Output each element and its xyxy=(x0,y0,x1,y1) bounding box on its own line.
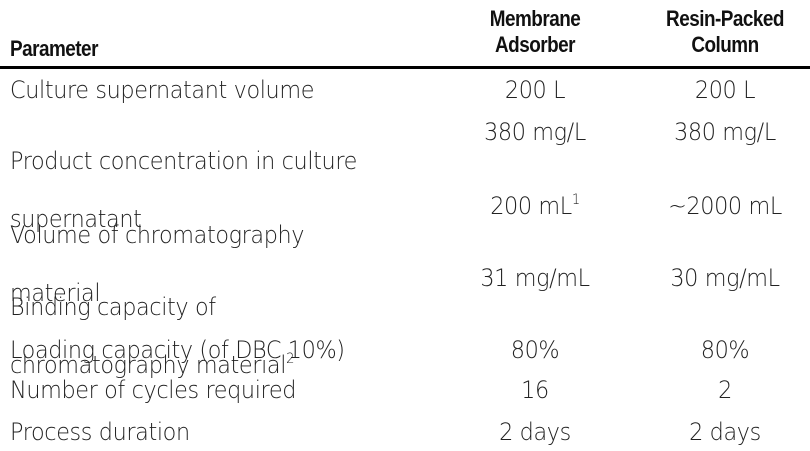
header-parameter: Parameter xyxy=(10,36,98,62)
header-membrane-line1: Membrane xyxy=(489,6,581,31)
row-label-line2: material xyxy=(10,279,101,307)
row-label-line1: Product concentration in culture xyxy=(10,147,358,175)
row-label: Volume of chromatography material xyxy=(10,192,419,337)
row-label-line2: chromatography material xyxy=(10,351,287,379)
membrane-adsorber-value: 380 mg/L xyxy=(461,118,610,147)
footnote-marker: 2 xyxy=(286,351,294,367)
membrane-adsorber-value: 31 mg/mL xyxy=(461,264,610,293)
resin-column-value: 2 days xyxy=(643,418,807,447)
resin-value-text: 200 L xyxy=(694,76,756,104)
header-resin-line2: Column xyxy=(691,32,759,57)
row-label-line1: Culture supernatant volume xyxy=(10,76,315,104)
resin-column-value: 380 mg/L xyxy=(643,118,807,147)
resin-column-value: ~2000 mL xyxy=(643,192,807,221)
membrane-adsorber-value: 200 mL1 xyxy=(461,192,610,221)
row-label: Process duration xyxy=(10,418,419,447)
membrane-value-text: 380 mg/L xyxy=(484,118,586,146)
membrane-value-text: 80% xyxy=(510,336,560,364)
membrane-adsorber-value: 2 days xyxy=(461,418,610,447)
row-label: Loading capacity (of DBC 10%) xyxy=(10,336,419,365)
footnote-marker: 1 xyxy=(571,192,580,208)
membrane-value-text: 200 L xyxy=(504,76,566,104)
row-label: Binding capacity of chromatography mater… xyxy=(10,264,419,409)
membrane-value-text: 16 xyxy=(521,376,549,404)
membrane-value-text: 2 days xyxy=(499,418,571,446)
header-resin-line1: Resin-Packed xyxy=(666,6,784,31)
row-label-line1: Process duration xyxy=(10,418,190,446)
header-parameter-label: Parameter xyxy=(10,36,98,61)
row-label-line1: Binding capacity of xyxy=(10,293,216,321)
resin-value-text: 2 xyxy=(718,376,732,404)
membrane-value-text: 200 mL xyxy=(490,192,572,220)
resin-column-value: 200 L xyxy=(643,76,807,105)
row-label-line1: Loading capacity (of DBC 10%) xyxy=(10,336,345,364)
row-label: Number of cycles required xyxy=(10,376,419,405)
membrane-value-text: 31 mg/mL xyxy=(480,264,590,292)
row-label-line1: Volume of chromatography xyxy=(10,221,305,249)
membrane-adsorber-value: 80% xyxy=(461,336,610,365)
row-label: Culture supernatant volume xyxy=(10,76,419,105)
row-label: Product concentration in culture superna… xyxy=(10,118,419,263)
resin-column-value: 30 mg/mL xyxy=(643,264,807,293)
row-label-line1: Number of cycles required xyxy=(10,376,297,404)
table-header: Parameter Membrane Adsorber Resin-Packed… xyxy=(0,0,810,69)
resin-column-value: 2 xyxy=(643,376,807,405)
resin-value-text: 80% xyxy=(700,336,750,364)
membrane-adsorber-value: 200 L xyxy=(461,76,610,105)
header-membrane-adsorber: Membrane Adsorber xyxy=(466,6,604,58)
resin-value-text: 30 mg/mL xyxy=(670,264,780,292)
resin-value-text: 2 days xyxy=(689,418,761,446)
row-label-line2: supernatant xyxy=(10,205,142,233)
resin-value-text: ~2000 mL xyxy=(668,192,782,220)
header-resin-packed-column: Resin-Packed Column xyxy=(649,6,800,58)
header-membrane-line2: Adsorber xyxy=(495,32,575,57)
resin-column-value: 80% xyxy=(643,336,807,365)
resin-value-text: 380 mg/L xyxy=(674,118,776,146)
membrane-adsorber-value: 16 xyxy=(461,376,610,405)
